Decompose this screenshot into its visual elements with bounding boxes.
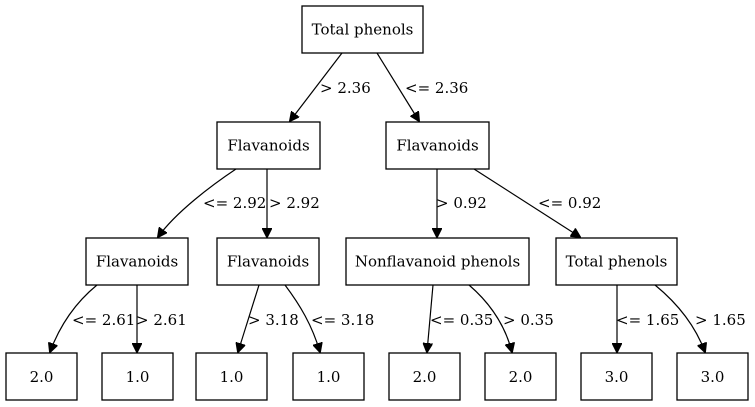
node-box bbox=[292, 352, 365, 401]
edge-label: > 2.92 bbox=[269, 194, 320, 212]
edge-root-to-l1b: <= 2.36 bbox=[376, 52, 468, 121]
node-label: Flavanoids bbox=[227, 137, 309, 155]
node-box bbox=[101, 352, 174, 401]
node-leaf5: 2.0 bbox=[388, 352, 461, 401]
node-root: Total phenols bbox=[301, 5, 424, 54]
edge-line bbox=[290, 52, 343, 121]
edge-line bbox=[238, 284, 260, 352]
node-box bbox=[676, 352, 749, 401]
node-leaf6: 2.0 bbox=[484, 352, 557, 401]
edges: > 2.36 <= 2.36 <= 2.92 > 2.92 > 0.92 <= … bbox=[50, 52, 746, 352]
edge-root-to-l1a: > 2.36 bbox=[290, 52, 371, 121]
node-label: Total phenols bbox=[566, 253, 668, 271]
node-label: 3.0 bbox=[605, 368, 629, 386]
nodes: Total phenols Flavanoids Flavanoids Flav… bbox=[5, 5, 749, 401]
node-l1b: Flavanoids bbox=[385, 121, 490, 170]
node-box bbox=[216, 237, 320, 286]
edge-label: > 1.65 bbox=[695, 311, 746, 329]
node-label: 1.0 bbox=[220, 368, 244, 386]
node-label: 1.0 bbox=[126, 368, 150, 386]
edge-l1b-to-l2d: <= 0.92 bbox=[473, 168, 601, 237]
node-label: 3.0 bbox=[701, 368, 725, 386]
node-box bbox=[195, 352, 268, 401]
edge-line bbox=[50, 284, 98, 352]
node-label: 2.0 bbox=[509, 368, 533, 386]
node-label: Total phenols bbox=[312, 21, 414, 39]
edge-line bbox=[654, 284, 705, 352]
edge-l2d-to-leaf7: <= 1.65 bbox=[616, 285, 679, 352]
node-l2c: Nonflavanoid phenols bbox=[345, 237, 530, 286]
edge-label: > 2.61 bbox=[136, 311, 187, 329]
edge-label: > 0.35 bbox=[503, 311, 554, 329]
edge-line bbox=[427, 284, 434, 352]
edge-label: <= 0.92 bbox=[538, 194, 601, 212]
node-box bbox=[385, 121, 490, 170]
edge-l1a-to-l2a: <= 2.92 bbox=[158, 168, 266, 237]
node-l2a: Flavanoids bbox=[85, 237, 189, 286]
edge-l2c-to-leaf5: <= 0.35 bbox=[427, 284, 493, 352]
node-leaf8: 3.0 bbox=[676, 352, 749, 401]
edge-l2d-to-leaf8: > 1.65 bbox=[654, 284, 746, 352]
node-label: 2.0 bbox=[30, 368, 54, 386]
node-label: 2.0 bbox=[413, 368, 437, 386]
node-leaf1: 2.0 bbox=[5, 352, 78, 401]
edge-label: <= 2.92 bbox=[203, 194, 266, 212]
node-box bbox=[484, 352, 557, 401]
node-box bbox=[580, 352, 653, 401]
edge-l1b-to-l2c: > 0.92 bbox=[436, 169, 487, 237]
node-box bbox=[388, 352, 461, 401]
node-box bbox=[5, 352, 78, 401]
edge-l2b-to-leaf3: > 3.18 bbox=[238, 284, 299, 352]
node-leaf7: 3.0 bbox=[580, 352, 653, 401]
node-label: Flavanoids bbox=[396, 137, 478, 155]
edge-label: > 0.92 bbox=[436, 194, 487, 212]
edge-l2b-to-leaf4: <= 3.18 bbox=[284, 284, 374, 352]
node-l1a: Flavanoids bbox=[216, 121, 321, 170]
node-l2b: Flavanoids bbox=[216, 237, 320, 286]
node-label: Flavanoids bbox=[96, 253, 178, 271]
node-leaf3: 1.0 bbox=[195, 352, 268, 401]
node-label: Nonflavanoid phenols bbox=[355, 253, 520, 271]
edge-line bbox=[376, 52, 419, 121]
edge-l2c-to-leaf6: > 0.35 bbox=[468, 284, 554, 352]
edge-label: <= 2.36 bbox=[405, 79, 468, 97]
edge-label: <= 1.65 bbox=[616, 311, 679, 329]
edge-line bbox=[468, 284, 512, 352]
edge-l2a-to-leaf2: > 2.61 bbox=[136, 285, 187, 352]
edge-label: > 2.36 bbox=[320, 79, 371, 97]
edge-label: <= 2.61 bbox=[72, 311, 135, 329]
node-box bbox=[301, 5, 424, 54]
node-leaf4: 1.0 bbox=[292, 352, 365, 401]
edge-line bbox=[473, 168, 580, 237]
edge-label: > 3.18 bbox=[248, 311, 299, 329]
edge-label: <= 3.18 bbox=[311, 311, 374, 329]
node-leaf2: 1.0 bbox=[101, 352, 174, 401]
node-box bbox=[555, 237, 678, 286]
node-label: Flavanoids bbox=[227, 253, 309, 271]
edge-line bbox=[284, 284, 320, 352]
node-l2d: Total phenols bbox=[555, 237, 678, 286]
node-box bbox=[85, 237, 189, 286]
node-box bbox=[345, 237, 530, 286]
node-label: 1.0 bbox=[317, 368, 341, 386]
edge-line bbox=[158, 168, 237, 237]
node-box bbox=[216, 121, 321, 170]
edge-l1a-to-l2b: > 2.92 bbox=[267, 169, 320, 237]
edge-label: <= 0.35 bbox=[430, 311, 493, 329]
edge-l2a-to-leaf1: <= 2.61 bbox=[50, 284, 135, 352]
